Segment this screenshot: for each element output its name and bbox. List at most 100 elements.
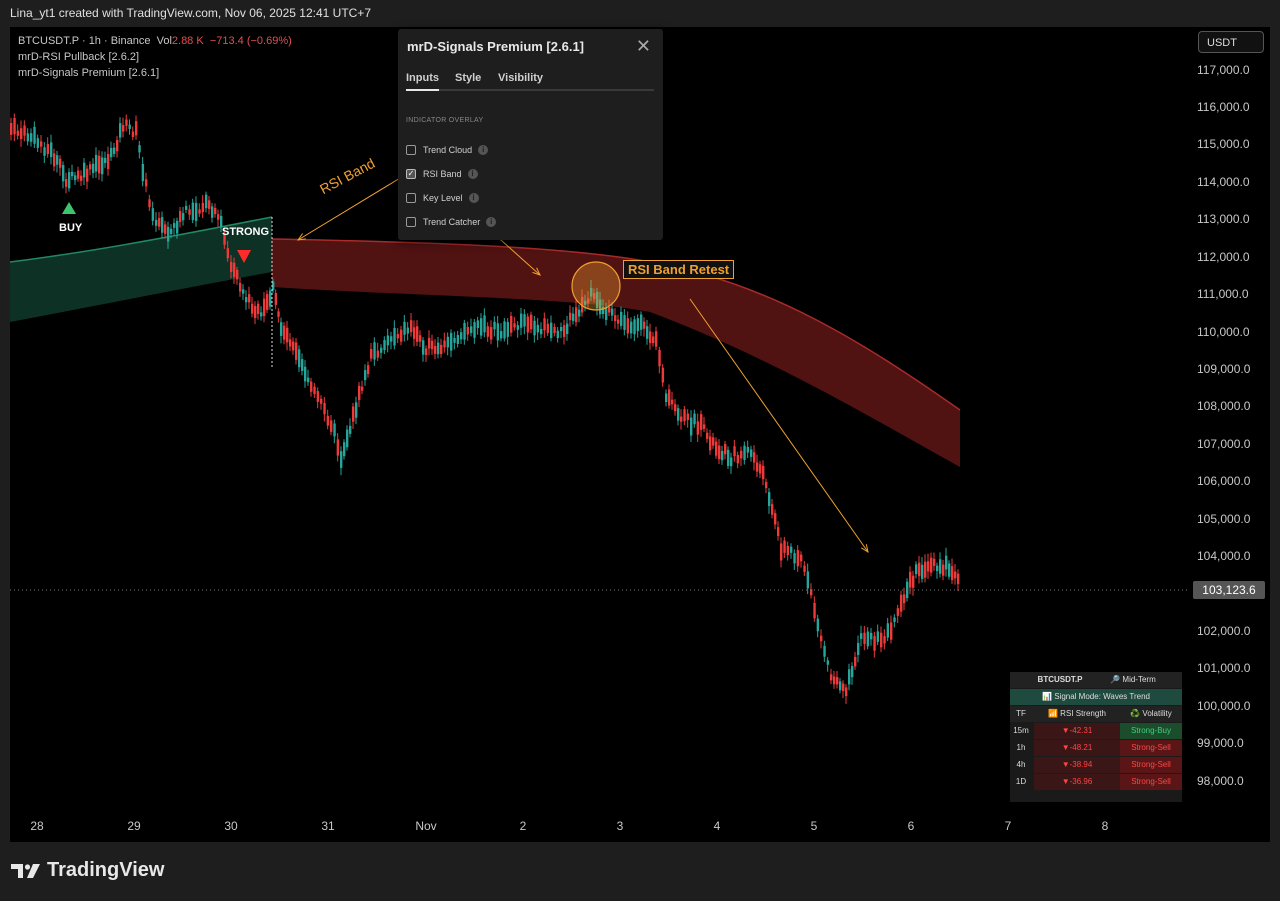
- candle-body: [516, 325, 520, 330]
- candle-body: [74, 175, 77, 181]
- indicator-settings-dialog[interactable]: mrD-Signals Premium [2.6.1] ✕ Inputs Sty…: [398, 29, 663, 240]
- candle-body: [386, 335, 390, 346]
- legend-indicator-rsi-pullback[interactable]: mrD-RSI Pullback [2.6.2]: [18, 51, 140, 63]
- candle-body: [930, 557, 933, 573]
- signal-tf-cell: 15m: [1010, 723, 1032, 739]
- candle-body: [636, 318, 640, 332]
- candle-body: [876, 631, 880, 642]
- candle-body: [506, 322, 510, 337]
- candle-body: [553, 326, 556, 334]
- price-tick-label: 100,000.0: [1197, 699, 1251, 713]
- candle-body: [706, 432, 709, 439]
- tab-visibility[interactable]: Visibility: [498, 72, 544, 84]
- candle-body: [806, 571, 810, 589]
- rsi-band-retest-annotation: RSI Band Retest: [623, 260, 735, 279]
- candle-body: [774, 513, 777, 525]
- signal-rsi-cell: ▼-42.31: [1034, 723, 1120, 739]
- checkbox[interactable]: ✓: [406, 169, 416, 179]
- signal-table-header-volatility: ♻️ Volatility: [1130, 709, 1172, 718]
- candle-body: [470, 326, 473, 333]
- candle-body: [712, 437, 715, 446]
- signal-table-header-rsi: 📶 RSI Strength: [1048, 709, 1106, 718]
- currency-unit-button[interactable]: USDT: [1198, 31, 1264, 53]
- active-tab-indicator: [406, 89, 439, 91]
- price-tick-label: 113,000.0: [1197, 212, 1250, 226]
- candle-body: [110, 147, 113, 158]
- option-rsi-band[interactable]: ✓ RSI Band i: [406, 167, 478, 181]
- candle-body: [777, 527, 780, 536]
- option-trend-cloud[interactable]: Trend Cloud i: [406, 143, 489, 157]
- info-icon[interactable]: i: [478, 145, 489, 155]
- candle-body: [10, 122, 13, 135]
- candle-body: [924, 561, 927, 578]
- candle-body: [693, 413, 696, 425]
- candle-body: [77, 170, 80, 179]
- candle-body: [298, 349, 301, 368]
- candle-body: [813, 602, 816, 619]
- option-label: Key Level: [423, 193, 463, 203]
- candle-body: [736, 454, 740, 464]
- candle-body: [860, 633, 863, 639]
- candle-body: [614, 315, 617, 322]
- candle-body: [480, 318, 483, 336]
- price-tick-label: 115,000.0: [1197, 137, 1250, 151]
- candle-body: [43, 147, 46, 156]
- legend-vol-label: Vol: [156, 35, 172, 47]
- candle-body: [226, 248, 230, 259]
- checkbox[interactable]: [406, 193, 416, 203]
- candle-body: [313, 386, 316, 395]
- tab-inputs[interactable]: Inputs: [406, 72, 439, 84]
- candle-body: [400, 329, 403, 342]
- signal-table-symbol: BTCUSDT.P: [1037, 675, 1083, 684]
- checkbox[interactable]: [406, 217, 416, 227]
- candle-body: [198, 209, 201, 214]
- candle-body: [251, 303, 254, 314]
- candle-body: [665, 393, 668, 402]
- candle-body: [46, 143, 50, 155]
- candle-body: [857, 642, 860, 656]
- last-price-label: 103,123.6: [1193, 581, 1265, 599]
- candle-body: [292, 341, 295, 351]
- candle-body: [572, 313, 575, 321]
- candle-body: [107, 154, 110, 169]
- legend-vol-value: 2.88 K: [171, 35, 204, 47]
- candle-body: [780, 543, 783, 561]
- checkbox[interactable]: [406, 145, 416, 155]
- time-tick-label: 28: [30, 819, 44, 833]
- candle-body: [59, 158, 62, 168]
- info-icon[interactable]: i: [468, 193, 479, 203]
- candle-body: [188, 209, 191, 215]
- candle-body: [836, 677, 839, 685]
- option-trend-catcher[interactable]: Trend Catcher i: [406, 215, 497, 229]
- info-icon[interactable]: i: [467, 169, 478, 179]
- candle-body: [248, 294, 251, 303]
- candle-body: [158, 217, 161, 227]
- signal-tf-cell: 1D: [1010, 774, 1032, 790]
- arrow-downtrend: [689, 298, 869, 553]
- signal-table-row: 1h ▼-48.21 Strong-Sell: [1010, 740, 1182, 756]
- candle-body: [214, 208, 217, 215]
- tradingview-brand: TradingView: [11, 859, 164, 882]
- candle-body: [658, 349, 661, 367]
- option-key-level[interactable]: Key Level i: [406, 191, 479, 205]
- close-icon[interactable]: ✕: [635, 36, 651, 56]
- candle-body: [948, 563, 951, 577]
- legend-indicator-signals-premium[interactable]: mrD-Signals Premium [2.6.1]: [18, 67, 160, 79]
- candle-body: [330, 420, 333, 432]
- signal-rsi-cell: ▼-36.96: [1034, 774, 1120, 790]
- candle-body: [148, 199, 151, 208]
- candle-body: [352, 406, 355, 422]
- candle-body: [560, 327, 563, 332]
- candle-body: [918, 562, 921, 577]
- info-icon[interactable]: i: [486, 217, 497, 227]
- candle-body: [242, 289, 245, 294]
- candle-body: [316, 391, 320, 402]
- candle-body: [750, 449, 753, 457]
- candle-body: [274, 292, 278, 305]
- candle-body: [803, 565, 806, 572]
- candle-body: [71, 171, 74, 177]
- candle-body: [543, 318, 546, 331]
- tab-style[interactable]: Style: [455, 72, 482, 84]
- legend-symbol[interactable]: BTCUSDT.P · 1h · Binance: [18, 35, 151, 47]
- price-chart[interactable]: [10, 27, 1270, 842]
